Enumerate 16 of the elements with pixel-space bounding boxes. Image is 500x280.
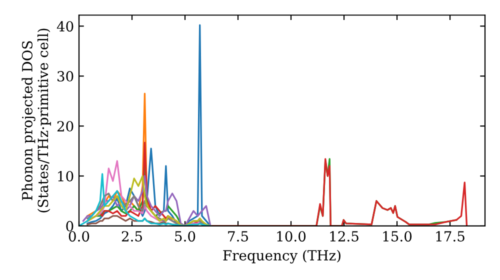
- y-axis-title: Phonon projected DOS (States/THz·primitive cell): [22, 28, 51, 212]
- y-tick-label: 40: [56, 21, 74, 32]
- y-tick-label: 20: [57, 121, 74, 132]
- x-axis-title: Frequency (THz): [223, 250, 340, 264]
- y-tick-label: 30: [58, 71, 74, 82]
- x-tick-label: 5.0: [175, 231, 196, 242]
- x-tick-label: 17.5: [436, 231, 464, 242]
- x-tick-label: 10.0: [277, 231, 306, 242]
- x-tick-label: 12.5: [330, 231, 358, 242]
- x-tick-label: 7.5: [228, 231, 248, 242]
- line-series: [86, 24, 212, 226]
- y-tick-label: 10: [58, 170, 74, 182]
- x-tick-label: 15.0: [383, 231, 412, 242]
- x-tick-label: 0.0: [68, 231, 90, 242]
- y-tick-label: 0: [66, 220, 74, 232]
- x-tick-label: 2.5: [122, 231, 142, 242]
